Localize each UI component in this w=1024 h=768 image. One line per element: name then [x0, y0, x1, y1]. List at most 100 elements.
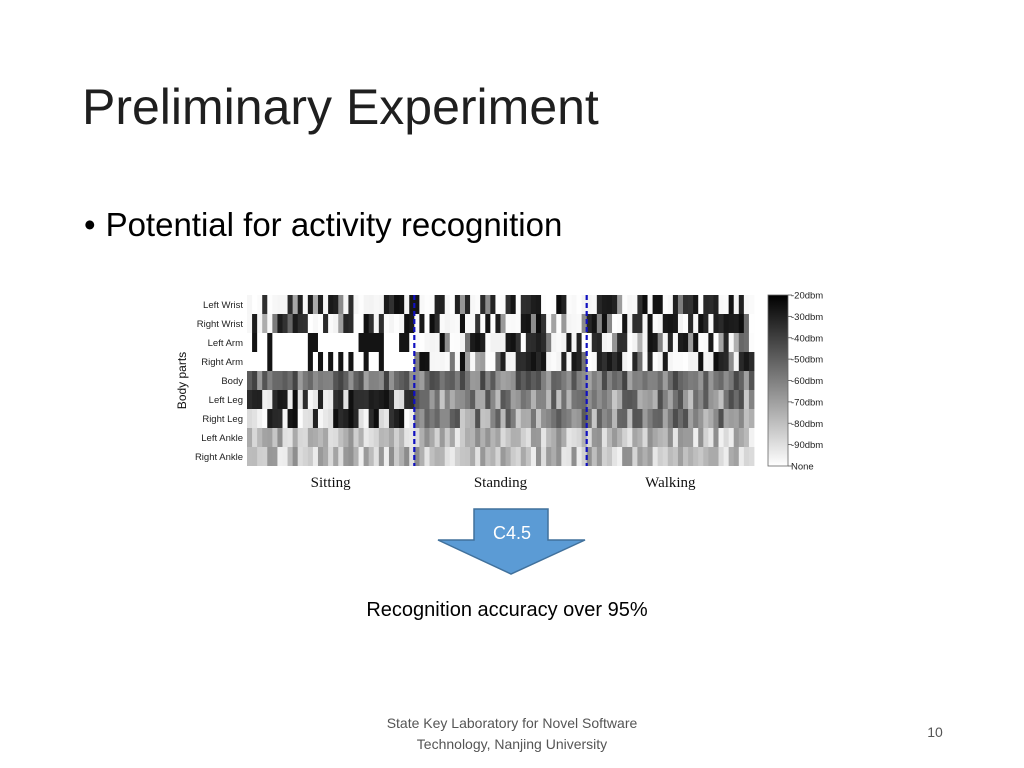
heatmap-cell — [378, 390, 385, 409]
heatmap-cell — [323, 390, 329, 409]
heatmap-cell — [419, 428, 425, 447]
heatmap-cell — [581, 390, 588, 409]
heatmap-cell — [622, 333, 628, 352]
heatmap-cell — [373, 390, 380, 409]
heatmap-cell — [383, 390, 390, 409]
heatmap-cell — [277, 352, 283, 371]
heatmap-cell — [247, 390, 253, 409]
heatmap-cell — [677, 333, 684, 352]
heatmap-cell — [723, 428, 730, 447]
heatmap-cell — [419, 371, 425, 390]
heatmap-cell — [287, 390, 294, 409]
colorbar-tick-label: -80dbm — [791, 419, 823, 430]
heatmap-cell — [733, 371, 740, 390]
heatmap-cell — [317, 409, 324, 428]
heatmap-cell — [368, 390, 375, 409]
heatmap-cell — [404, 295, 410, 314]
heatmap-cell — [612, 295, 618, 314]
heatmap-cell — [394, 314, 400, 333]
heatmap-cell — [338, 295, 344, 314]
heatmap-cell — [556, 409, 562, 428]
heatmap-cell — [743, 409, 750, 428]
heatmap-cell — [262, 390, 268, 409]
heatmap-cell — [672, 295, 679, 314]
heatmap-cell — [409, 352, 415, 371]
heatmap-cell — [647, 314, 653, 333]
heatmap-cell — [419, 314, 425, 333]
heatmap-cell — [698, 390, 704, 409]
heatmap-cell — [515, 314, 522, 333]
heatmap-cell — [429, 352, 435, 371]
heatmap-cell — [561, 295, 567, 314]
heatmap-cell — [688, 447, 694, 466]
heatmap-cell — [480, 295, 486, 314]
heatmap-cell — [307, 428, 314, 447]
heatmap-cell — [546, 390, 552, 409]
heatmap-cell — [434, 314, 441, 333]
heatmap-cell — [622, 428, 628, 447]
heatmap-cell — [485, 428, 491, 447]
heatmap-cell — [601, 352, 608, 371]
heatmap-cell — [632, 371, 638, 390]
heatmap-cell — [282, 409, 288, 428]
heatmap-cell — [561, 428, 567, 447]
heatmap-cell — [287, 409, 294, 428]
heatmap-cell — [738, 409, 745, 428]
heatmap-cell — [312, 390, 319, 409]
heatmap-cell — [688, 314, 694, 333]
heatmap-cell — [378, 447, 385, 466]
heatmap-cell — [541, 352, 547, 371]
heatmap-cell — [328, 295, 334, 314]
heatmap-cell — [683, 428, 689, 447]
heatmap-cell — [348, 409, 354, 428]
heatmap-cell — [404, 371, 410, 390]
heatmap-cell — [353, 447, 359, 466]
heatmap-cell — [282, 295, 288, 314]
heatmap-cell — [465, 295, 471, 314]
heatmap-cell — [677, 295, 684, 314]
heatmap-cell — [728, 295, 735, 314]
heatmap-cell — [373, 371, 380, 390]
heatmap-cell — [292, 314, 299, 333]
heatmap-cell — [292, 352, 299, 371]
heatmap-cell — [617, 428, 623, 447]
heatmap-cell — [312, 371, 319, 390]
heatmap-cell — [454, 314, 461, 333]
heatmap-cell — [368, 447, 375, 466]
heatmap-cell — [622, 314, 628, 333]
heatmap-cell — [718, 390, 724, 409]
heatmap-cell — [601, 295, 608, 314]
heatmap-cell — [470, 447, 476, 466]
heatmap-cell — [551, 352, 557, 371]
heatmap-cell — [323, 333, 329, 352]
heatmap-cell — [459, 371, 466, 390]
heatmap-cell — [733, 352, 740, 371]
heatmap-cell — [627, 333, 633, 352]
heatmap-cell — [551, 390, 557, 409]
heatmap-cell — [632, 409, 638, 428]
heatmap-cell — [728, 409, 735, 428]
heatmap-cell — [323, 428, 329, 447]
heatmap-cell — [465, 371, 471, 390]
heatmap-cell — [672, 314, 679, 333]
heatmap-cell — [657, 314, 664, 333]
heatmap-cell — [343, 333, 349, 352]
heatmap-cell — [358, 295, 365, 314]
heatmap-cell — [637, 390, 643, 409]
heatmap-cell — [267, 295, 273, 314]
heatmap-cell — [383, 352, 390, 371]
heatmap-cell — [652, 352, 659, 371]
heatmap-cell — [267, 390, 273, 409]
heatmap-cell — [617, 352, 623, 371]
heatmap-cell — [373, 447, 380, 466]
heatmap-cell — [698, 352, 704, 371]
heatmap-cell — [566, 333, 572, 352]
heatmap-cell — [485, 333, 491, 352]
heatmap-cell — [323, 352, 329, 371]
heatmap-cell — [277, 295, 283, 314]
heatmap-cell — [323, 295, 329, 314]
heatmap-cell — [596, 428, 603, 447]
heatmap-cell — [596, 314, 603, 333]
heatmap-cell — [444, 447, 451, 466]
heatmap-cell — [414, 409, 420, 428]
